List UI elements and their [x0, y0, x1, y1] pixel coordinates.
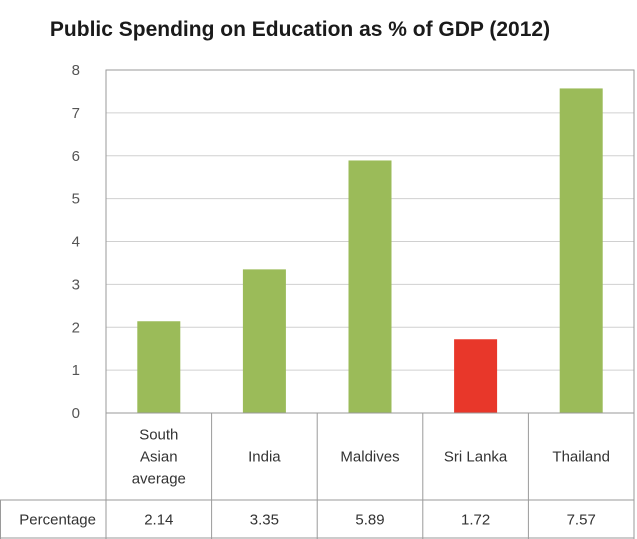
y-tick-label: 4 — [72, 234, 80, 251]
y-tick-label: 8 — [72, 62, 80, 79]
data-value-label: 3.35 — [250, 512, 279, 529]
bars — [137, 88, 603, 413]
y-tick-label: 3 — [72, 276, 80, 293]
series-name-label: Percentage — [19, 512, 96, 529]
y-axis-ticks: 0 1 2 3 4 5 6 7 8 — [72, 62, 80, 422]
y-tick-label: 2 — [72, 319, 80, 336]
x-category-label: Thailand — [552, 449, 610, 466]
data-value-label: 1.72 — [461, 512, 490, 529]
bar — [137, 321, 181, 413]
x-category-label: India — [248, 449, 281, 466]
bar — [454, 339, 498, 413]
x-category-label: Sri Lanka — [444, 449, 508, 466]
y-tick-label: 0 — [72, 405, 80, 422]
y-tick-label: 6 — [72, 148, 80, 165]
data-value-label: 5.89 — [355, 512, 384, 529]
y-tick-label: 7 — [72, 105, 80, 122]
x-category-label: Maldives — [340, 449, 399, 466]
bar — [242, 269, 286, 413]
bar — [559, 88, 603, 413]
y-tick-label: 1 — [72, 362, 80, 379]
y-tick-label: 5 — [72, 191, 80, 208]
data-value-label: 2.14 — [144, 512, 173, 529]
x-category-label: South Asian average — [132, 427, 186, 488]
data-table: South Asian average India Maldives Sri Lanka T… — [0, 69, 635, 539]
chart-title: Public Spending on Education as % of GDP… — [50, 18, 550, 41]
bar — [348, 160, 392, 413]
data-value-label: 7.57 — [567, 512, 596, 529]
